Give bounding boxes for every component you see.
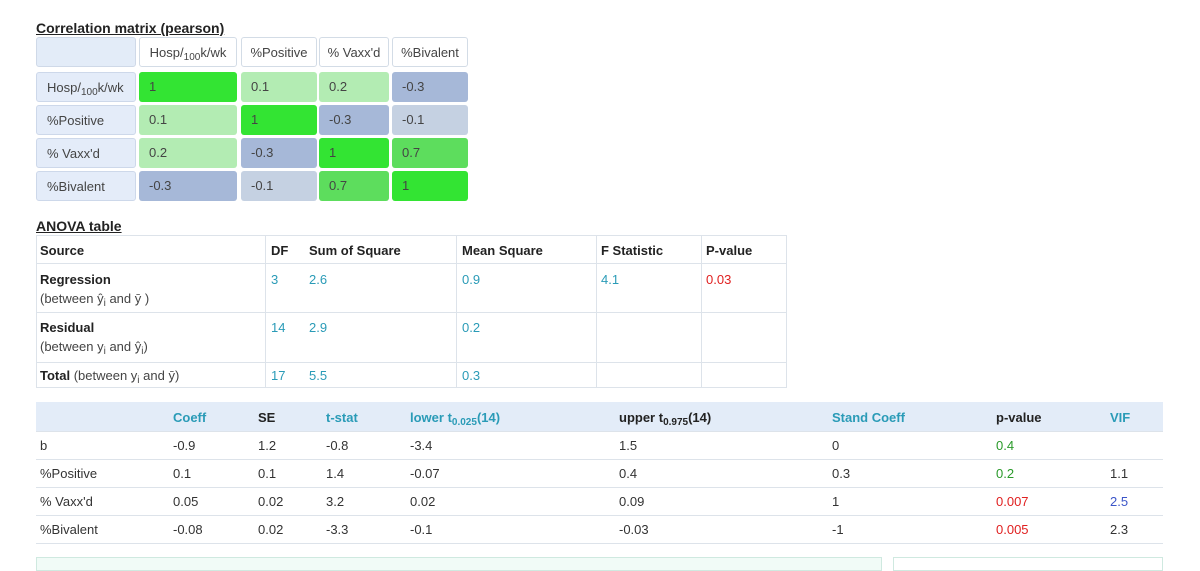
matrix-col-header-positive: %Positive	[241, 37, 317, 67]
anova-header-df: DF	[271, 243, 289, 258]
pvalue-value: 0.4	[996, 438, 1015, 453]
pvalue-value: 0.007	[996, 494, 1029, 509]
matrix-cell: -0.3	[319, 105, 389, 135]
tstat-value: -3.3	[326, 522, 349, 537]
matrix-cell: 0.2	[139, 138, 237, 168]
matrix-corner-cell	[36, 37, 136, 67]
anova-header-f: F Statistic	[601, 243, 664, 258]
bottom-panel-right	[893, 557, 1163, 571]
matrix-cell: 0.7	[319, 171, 389, 201]
se-value: 0.02	[258, 494, 284, 509]
coef-header-vif: VIF	[1110, 410, 1131, 425]
anova-residual-df: 14	[271, 320, 286, 335]
se-value: 0.1	[258, 466, 277, 481]
coef-header-coeff: Coeff	[173, 410, 207, 425]
anova-regression-label: Regression	[40, 272, 111, 287]
upper-value: 0.4	[619, 466, 638, 481]
anova-total-df: 17	[271, 368, 286, 383]
anova-total-ss: 5.5	[309, 368, 328, 383]
vif-value: 2.3	[1110, 522, 1129, 537]
matrix-row-header-bivalent: %Bivalent	[36, 171, 136, 201]
matrix-cell: -0.1	[392, 105, 468, 135]
upper-value: 1.5	[619, 438, 638, 453]
stand-coeff-value: 1	[832, 494, 840, 509]
matrix-row-header-positive: %Positive	[36, 105, 136, 135]
anova-header-ms: Mean Square	[462, 243, 543, 258]
tstat-value: 3.2	[326, 494, 345, 509]
coefficients-table: Coeff SE t-stat lower t0.025(14) upper t…	[36, 402, 1163, 544]
anova-total-ms: 0.3	[462, 368, 481, 383]
anova-residual-label: Residual	[40, 320, 95, 335]
pvalue-value: 0.2	[996, 466, 1015, 481]
matrix-cell: -0.3	[139, 171, 237, 201]
coef-header-tstat: t-stat	[326, 410, 358, 425]
matrix-cell: -0.3	[392, 72, 468, 102]
matrix-col-header-bivalent: %Bivalent	[392, 37, 468, 67]
matrix-cell: -0.1	[241, 171, 317, 201]
matrix-row-header-vaxxd: % Vaxx'd	[36, 138, 136, 168]
anova-regression-f: 4.1	[601, 272, 620, 287]
vif-value: 2.5	[1110, 494, 1129, 509]
stand-coeff-value: -1	[832, 522, 844, 537]
lower-value: -3.4	[410, 438, 433, 453]
lower-value: -0.1	[410, 522, 433, 537]
tstat-value: 1.4	[326, 466, 345, 481]
coef-row-name: b	[40, 438, 48, 453]
coef-header-pvalue: p-value	[996, 410, 1042, 425]
matrix-cell: 1	[319, 138, 389, 168]
coef-value: -0.08	[173, 522, 203, 537]
anova-header-pvalue: P-value	[706, 243, 753, 258]
bottom-panel-left	[36, 557, 882, 571]
stand-coeff-value: 0	[832, 438, 840, 453]
matrix-col-header-vaxxd: % Vaxx'd	[319, 37, 389, 67]
anova-regression-note: (between ŷi and ȳ )	[40, 291, 150, 309]
matrix-cell: 0.2	[319, 72, 389, 102]
stand-coeff-value: 0.3	[832, 466, 851, 481]
anova-residual-ms: 0.2	[462, 320, 481, 335]
anova-regression-pvalue: 0.03	[706, 272, 732, 287]
vif-value: 1.1	[1110, 466, 1129, 481]
se-value: 1.2	[258, 438, 277, 453]
matrix-cell: 0.7	[392, 138, 468, 168]
coef-row-name: %Positive	[40, 466, 98, 481]
matrix-row-header-hosp: Hosp/100k/wk	[36, 72, 136, 102]
coef-value: 0.1	[173, 466, 192, 481]
se-value: 0.02	[258, 522, 284, 537]
matrix-cell: -0.3	[241, 138, 317, 168]
coef-header-lower: lower t0.025(14)	[410, 410, 501, 428]
matrix-col-header-hosp: Hosp/100k/wk	[139, 37, 237, 67]
matrix-cell: 0.1	[139, 105, 237, 135]
matrix-cell: 1	[139, 72, 237, 102]
correlation-matrix-title: Correlation matrix (pearson)	[36, 20, 225, 36]
anova-regression-df: 3	[271, 272, 279, 287]
anova-residual-ss: 2.9	[309, 320, 328, 335]
matrix-cell: 1	[392, 171, 468, 201]
anova-title: ANOVA table	[36, 218, 122, 234]
matrix-cell: 0.1	[241, 72, 317, 102]
coef-header-stand: Stand Coeff	[832, 410, 905, 425]
coef-row-name: %Bivalent	[40, 522, 98, 537]
anova-residual-note: (between yi and ŷi)	[40, 339, 148, 357]
upper-value: -0.03	[619, 522, 649, 537]
anova-header-ss: Sum of Square	[309, 243, 401, 258]
tstat-value: -0.8	[326, 438, 349, 453]
matrix-cell: 1	[241, 105, 317, 135]
coef-value: -0.9	[173, 438, 196, 453]
anova-table: Source DF Sum of Square Mean Square F St…	[36, 235, 787, 388]
anova-regression-ms: 0.9	[462, 272, 481, 287]
coef-header-upper: upper t0.975(14)	[619, 410, 712, 428]
anova-header-source: Source	[40, 243, 85, 258]
coef-row-name: % Vaxx'd	[40, 494, 93, 509]
anova-regression-ss: 2.6	[309, 272, 328, 287]
coef-value: 0.05	[173, 494, 199, 509]
lower-value: -0.07	[410, 466, 440, 481]
lower-value: 0.02	[410, 494, 436, 509]
upper-value: 0.09	[619, 494, 645, 509]
pvalue-value: 0.005	[996, 522, 1029, 537]
anova-total-label: Total (between yi and ȳ)	[40, 368, 180, 386]
coef-header-se: SE	[258, 410, 276, 425]
